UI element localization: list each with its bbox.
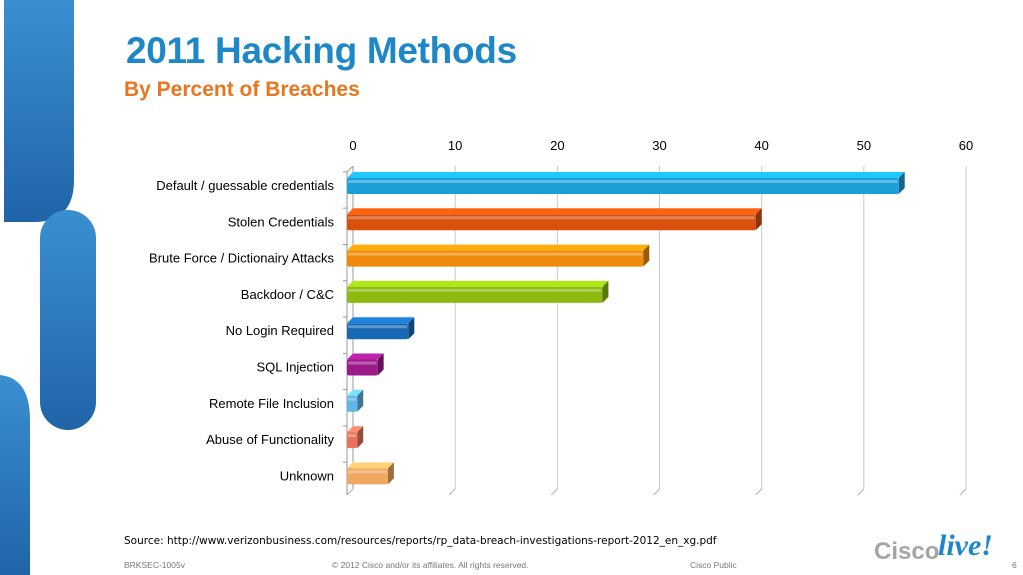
gridline-floor <box>550 488 558 496</box>
bar-highlight <box>348 180 898 183</box>
bar-highlight <box>348 216 755 220</box>
bar <box>347 250 644 267</box>
gridline-floor <box>346 488 354 496</box>
bar-top-face <box>347 172 905 178</box>
bar-side-face <box>387 462 394 485</box>
x-tick-label: 40 <box>754 138 768 153</box>
x-tick-label: 0 <box>349 138 356 153</box>
x-tick-label: 20 <box>550 138 564 153</box>
bar <box>347 432 358 449</box>
category-label: Abuse of Functionality <box>206 432 334 447</box>
bar-top-face <box>347 389 364 396</box>
bar-top-face <box>347 317 415 324</box>
bar <box>347 468 388 485</box>
bar-top-face <box>347 462 394 469</box>
logo-text-live: live! <box>938 529 993 562</box>
bar-highlight <box>348 288 602 292</box>
source-citation: Source: http://www.verizonbusiness.com/r… <box>124 535 717 547</box>
category-label: No Login Required <box>226 323 334 338</box>
bar-highlight <box>348 252 643 256</box>
footer-classification: Cisco Public <box>690 560 737 570</box>
bar-side-face <box>357 389 364 412</box>
gridline-floor <box>857 488 865 496</box>
category-label: Stolen Credentials <box>228 214 335 229</box>
x-tick-label: 60 <box>959 138 973 153</box>
bar-top-face <box>347 208 762 215</box>
logo-text-cisco: Cisco <box>874 538 939 563</box>
deco-shape-bottom <box>0 375 30 575</box>
x-tick-label: 10 <box>448 138 462 153</box>
gridline-floor <box>755 488 763 496</box>
bar-side-face <box>898 172 905 194</box>
bar-highlight <box>348 397 357 401</box>
category-label: SQL Injection <box>256 360 334 375</box>
bar-side-face <box>377 353 384 376</box>
bar <box>347 323 409 340</box>
bar <box>347 214 756 231</box>
slide-title: 2011 Hacking Methods <box>126 30 517 71</box>
bar <box>347 395 358 412</box>
bar-top-face <box>347 353 384 360</box>
cisco-live-logo: Cisco live! <box>874 529 993 563</box>
category-label: Brute Force / Dictionairy Attacks <box>149 251 334 266</box>
page-number: 6 <box>1012 560 1017 570</box>
gridline-floor <box>448 488 456 496</box>
footer-copyright: © 2012 Cisco and/or its affiliates. All … <box>332 560 529 570</box>
bar-highlight <box>348 470 387 474</box>
gridline-floor <box>959 488 967 496</box>
category-label: Unknown <box>280 468 334 483</box>
bar <box>347 286 603 303</box>
bar-side-face <box>643 244 650 267</box>
category-label: Remote File Inclusion <box>209 396 334 411</box>
bar-highlight <box>348 434 357 438</box>
category-label: Default / guessable credentials <box>156 178 334 193</box>
bar-top-face <box>347 280 609 287</box>
bar-chart: 0 10 20 30 40 50 60 Default / guessable credent… <box>149 138 973 496</box>
gridline-floor <box>653 488 660 496</box>
deco-shape-middle <box>40 210 96 430</box>
bar-side-face <box>408 317 415 340</box>
bar-top-face <box>347 244 650 251</box>
footer-session-code: BRKSEC-1005v <box>124 560 185 570</box>
bar <box>347 359 378 376</box>
bar-side-face <box>602 280 609 303</box>
x-tick-label: 30 <box>652 138 666 153</box>
category-label: Backdoor / C&C <box>241 287 334 302</box>
bar-highlight <box>348 325 408 329</box>
decorative-shapes <box>0 0 96 575</box>
x-tick-label: 50 <box>857 138 871 153</box>
bar-top-face <box>347 426 364 433</box>
bar-side-face <box>357 426 364 449</box>
bar <box>347 178 899 194</box>
bar-highlight <box>348 361 377 365</box>
slide-subtitle: By Percent of Breaches <box>124 78 360 101</box>
bar-side-face <box>755 208 762 231</box>
axis-left-top <box>346 165 354 173</box>
deco-shape-top <box>4 0 74 222</box>
